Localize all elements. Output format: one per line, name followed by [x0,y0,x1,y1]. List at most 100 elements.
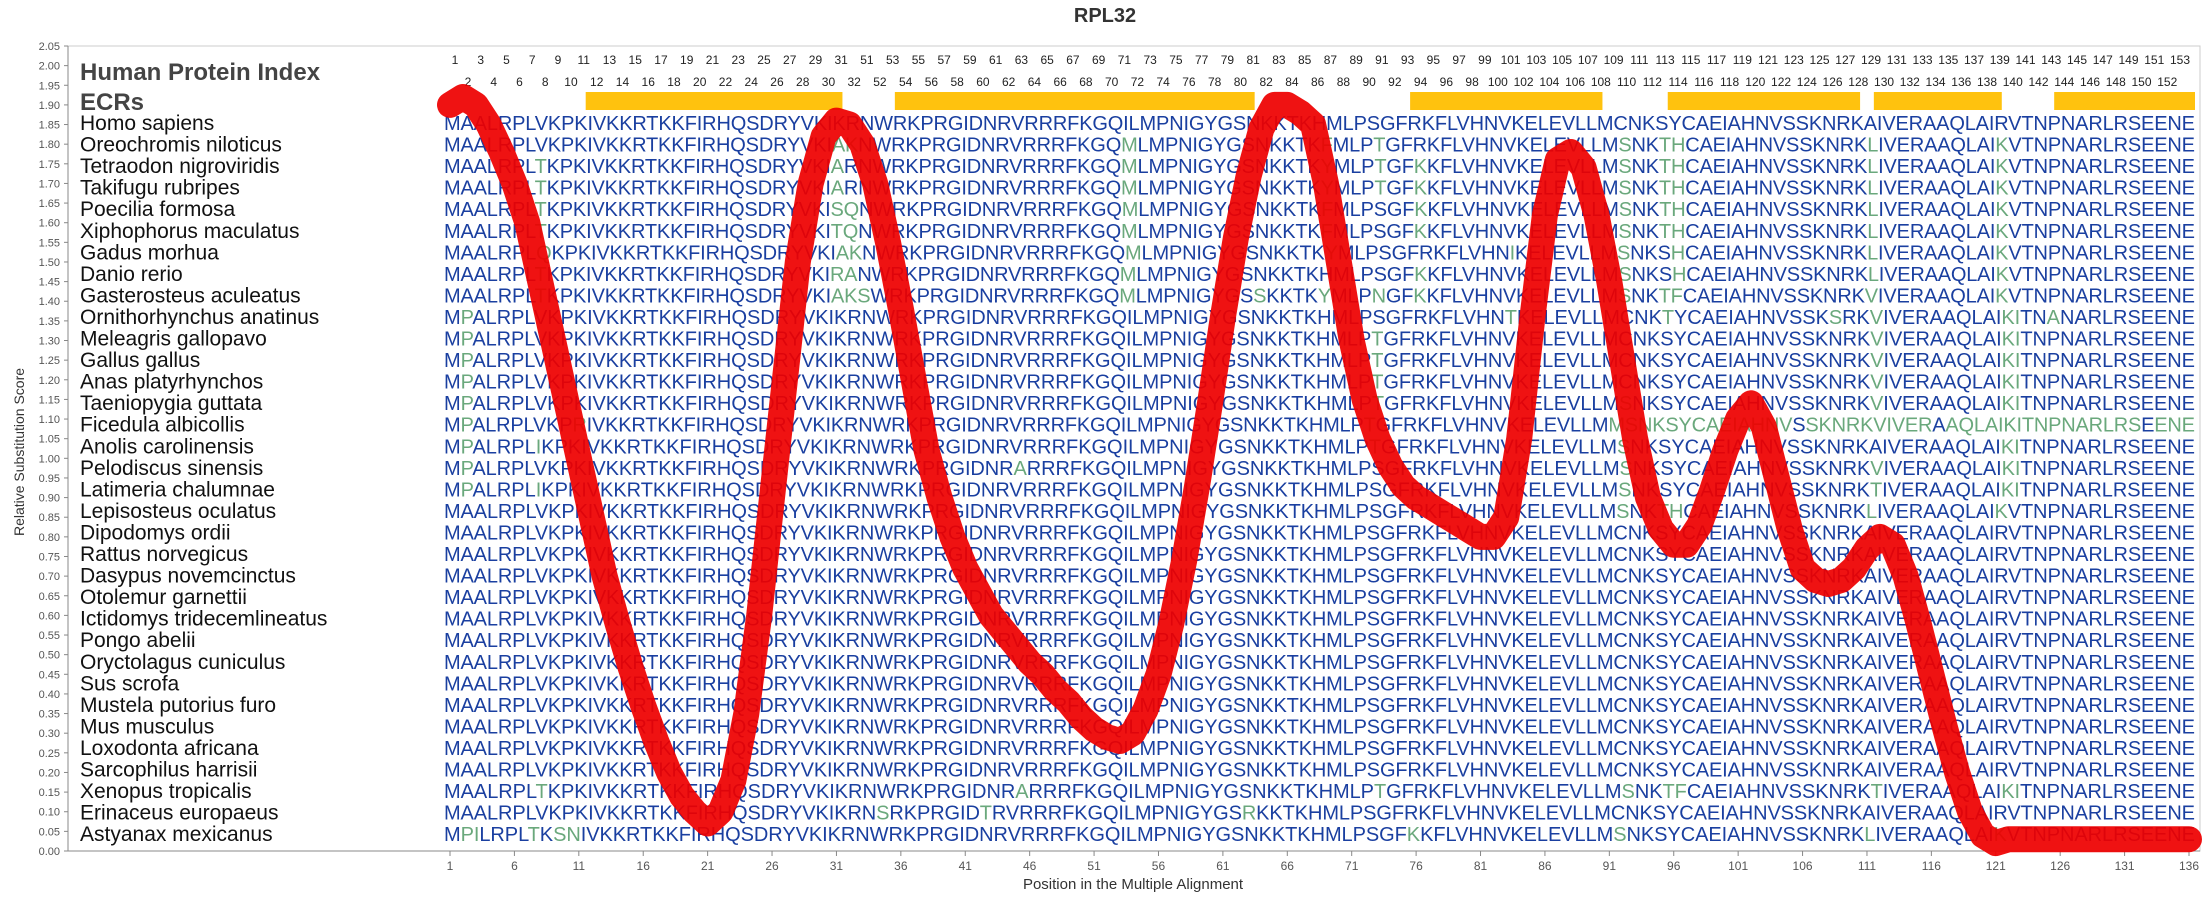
species-name: Otolemur garnettii [80,586,247,609]
sequence-segment: MLP [1333,135,1374,157]
protein-index-label: 76 [1182,75,1196,89]
protein-index-label: 75 [1169,53,1183,67]
protein-index-label: 122 [1771,75,1791,89]
sequence-segment: MAALRPLVKPKIVKKRTKKFIRHQSDRYVKIKRNWRKPRG… [444,695,2195,717]
sequence-segment: MAALRPLVKPKIVKKRTKKFIRHQSDRYVKIKRNWRKPRG… [444,652,2195,674]
sequence-segment: GF [1386,178,1414,200]
sequence-segment: TNPNARLRSEENE [2020,393,2195,415]
sequence-segment: AK [836,242,863,264]
sequence-segment: CAEIAHNVSSKNRK [1683,285,1866,307]
species-name: Dipodomys ordii [80,521,231,544]
sequence-segment: VTNPNARLRSEENE [2008,156,2195,178]
sequence-segment: MAALRPLVKPKIVKKRTKKFIRHQSDRYVKIKRNWRKPRG… [444,544,2195,566]
sequence-row: MAALRPLTKPKIVKKRTKKFIRHQSDRYVKITQNWRKPRG… [444,221,2195,243]
protein-index-label: 29 [809,53,823,67]
protein-index-label: 20 [693,75,707,89]
sequence-segment: IVERAAQLAI [1878,178,1995,200]
protein-index-label: 95 [1427,53,1441,67]
protein-index-label: 115 [1681,53,1700,67]
sequence-segment: IVERAAQLAI [1883,307,2001,329]
protein-index-label: 69 [1092,53,1106,67]
x-tick-label: 81 [1474,859,1488,873]
species-name: Erinaceus europaeus [80,802,278,825]
protein-index-label: 117 [1707,53,1726,67]
sequence-segment: H [1672,264,1686,286]
sequence-segment: T [1371,350,1383,372]
sequence-segment: A [2047,307,2061,329]
sequence-segment: CAEIAHNVSSKNRK [1686,199,1869,221]
protein-index-label: 108 [1591,75,1611,89]
x-tick-label: 51 [1087,859,1101,873]
sequence-segment: M [444,393,461,415]
sequence-segment: M [1125,242,1142,264]
protein-index-label: 141 [2016,53,2036,67]
species-name: Anas platyrhynchos [80,371,263,394]
sequence-segment: CAEIAHNVSSKNRK [1685,221,1868,243]
sequence-segment: S [1613,824,1626,846]
protein-index-label: 28 [796,75,810,89]
sequence-segment: MLP [1334,178,1375,200]
sequence-segment: YCAEIAHNVSSK [1674,307,1830,329]
sequence-segment: NKSYCAEIAHNVSSKNRK [1631,479,1870,501]
sequence-segment: KFLVHNVKELEVLLM [1427,199,1618,221]
sequence-segment: P [461,372,474,394]
x-tick-label: 46 [1023,859,1037,873]
sequence-segment: I [536,479,542,501]
sequence-segment: RKPRGID [889,803,980,825]
protein-index-label: 21 [706,53,720,67]
sequence-segment: Y [1318,285,1331,307]
sequence-segment: MAALRPLVKPKIVKKRTKKFIRHQSDRYVKIKRN [444,803,876,825]
x-tick-label: 71 [1345,859,1359,873]
sequence-segment: GF [1386,156,1414,178]
y-tick-label: 0.15 [39,787,60,799]
sequence-segment: T [528,824,540,846]
sequence-segment: SN [553,824,581,846]
sequence-segment: KFLVHNVKELEVLLM [1427,264,1618,286]
protein-index-label: 31 [835,53,849,67]
sequence-segment: T [536,781,548,803]
y-tick-label: 1.85 [39,120,60,132]
protein-index-label: 11 [577,53,590,67]
y-tick-label: 1.05 [39,434,60,446]
sequence-segment: K [1414,264,1428,286]
protein-index-label: 114 [1669,75,1688,89]
protein-index-label: 100 [1488,75,1508,89]
sequence-segment: MLPSGF [1333,199,1414,221]
protein-index-label: 110 [1617,75,1636,89]
sequence-segment: K [1995,501,2009,523]
sequence-segment: P [461,393,474,415]
y-tick-label: 0.20 [39,767,60,779]
x-tick-label: 31 [830,859,844,873]
y-tick-label: 0.65 [39,591,60,603]
protein-index-label: 148 [2106,75,2126,89]
sequence-segment: MAALRPLVKPKIVKKRTKKFIRHQSDRYVKIKRNWRKPRG… [444,522,2195,544]
sequence-row: MAALRPLVKPKIVKKRTKKFIRHQSDRYVKIKRNWRKPRG… [444,630,2195,652]
sequence-segment: KFLVHNVKELEVLLM [1420,824,1613,846]
sequence-segment: K [1996,264,2010,286]
protein-index-label: 146 [2080,75,2100,89]
sequence-segment: LRPL [479,824,529,846]
sequence-segment: M [1120,264,1137,286]
sequence-segment: T [1374,156,1386,178]
legend-ecr-label: ECRs [80,89,144,116]
sequence-segment: S [1253,285,1266,307]
protein-index-label: 106 [1565,75,1585,89]
ecr-bar [1410,92,1603,110]
x-tick-label: 116 [1922,859,1941,873]
x-tick-label: 61 [1216,859,1230,873]
protein-index-label: 70 [1105,75,1119,89]
protein-index-label: 121 [1758,53,1778,67]
protein-index-label: 9 [555,53,562,67]
sequence-segment: NWRKPRGIDNRVRRRFKGQ [858,135,1121,157]
sequence-segment: NK [1631,285,1659,307]
sequence-segment: TQ [831,221,859,243]
protein-index-label: 107 [1578,53,1598,67]
chart-title: RPL32 [1074,5,1136,27]
protein-index-label: 120 [1745,75,1765,89]
sequence-segment: WRKPRGIDNRVRRRFKGQ [870,285,1119,307]
sequence-segment: S [1617,242,1630,264]
protein-index-label: 150 [2131,75,2151,89]
sequence-segment: M [444,824,461,846]
sequence-segment: T [1870,479,1882,501]
protein-index-label: 99 [1478,53,1492,67]
